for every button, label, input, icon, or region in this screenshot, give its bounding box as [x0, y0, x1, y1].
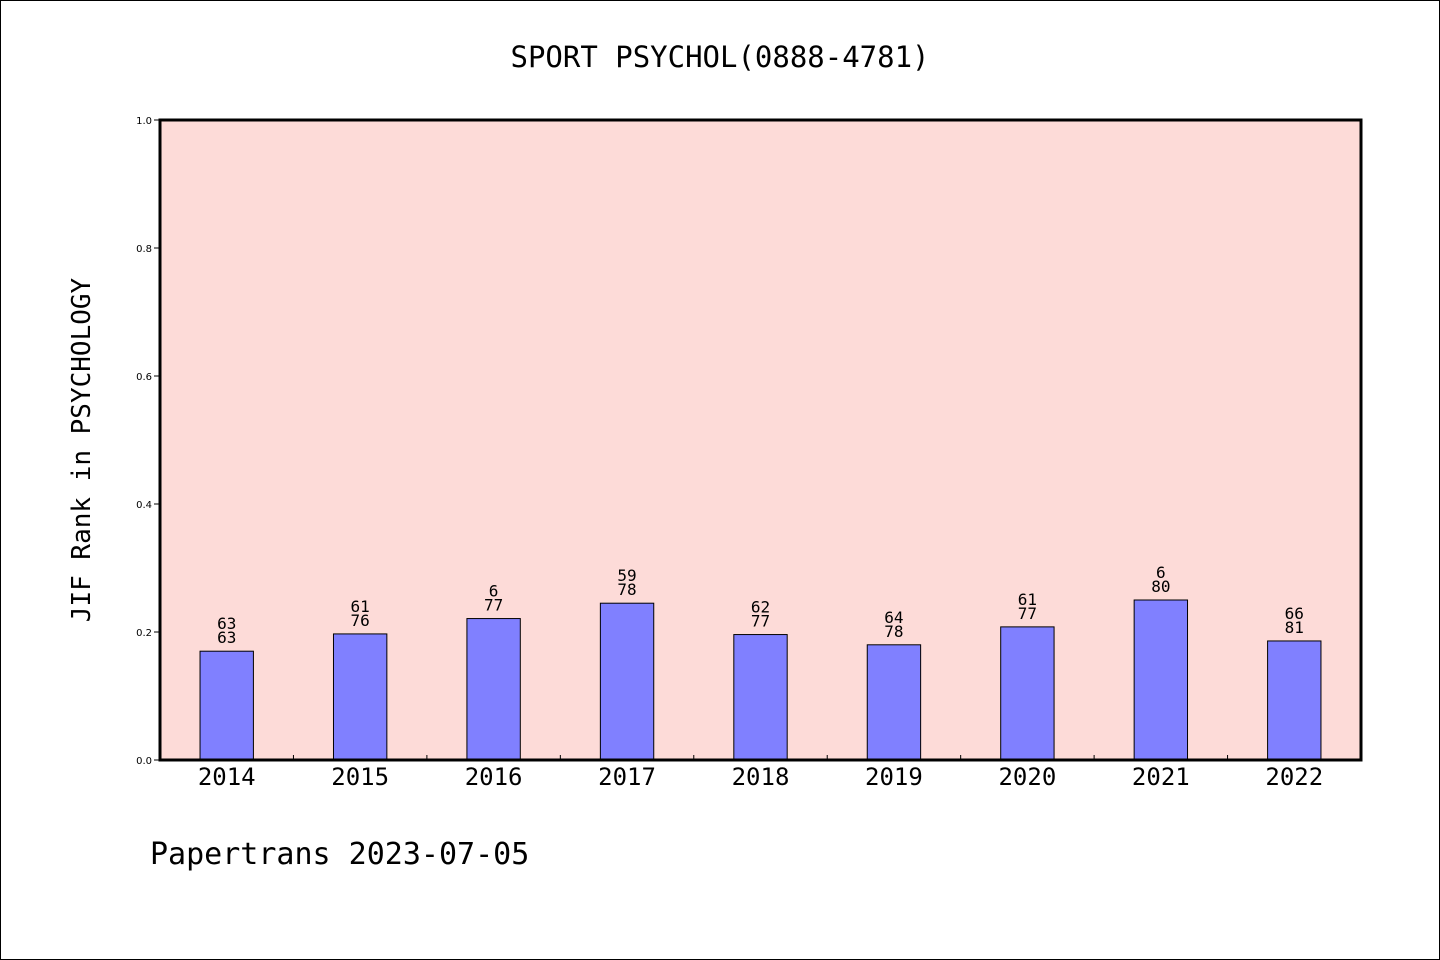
bar-label-bottom: 81	[1285, 618, 1304, 637]
y-tick-label: 1.0	[136, 116, 152, 127]
bar-label-top: 59	[617, 566, 636, 585]
bar-label-bottom: 80	[1151, 577, 1170, 596]
x-tick-label: 2017	[598, 763, 656, 791]
x-axis: 2014 2015 2016 2017 2018 2019 2020 2021 2022	[198, 755, 1323, 791]
bar-2020	[1000, 626, 1055, 761]
bar-label-top: 61	[1018, 590, 1037, 609]
bar-2015	[332, 633, 388, 761]
bar-2017	[599, 602, 655, 761]
bar-label-bottom: 77	[1018, 604, 1037, 623]
y-tick-label: 0.4	[136, 500, 152, 511]
bar-label-top: 64	[884, 608, 903, 627]
bar-label-bottom: 78	[884, 622, 903, 641]
bar-2018	[733, 634, 788, 761]
y-axis-label: JIF Rank in PSYCHOLOGY	[67, 277, 97, 622]
x-tick-label: 2015	[331, 763, 389, 791]
bar-label-top: 66	[1285, 604, 1304, 623]
y-tick-label: 0.8	[136, 244, 152, 255]
x-tick-label: 2022	[1265, 763, 1323, 791]
x-tick-label: 2020	[998, 763, 1056, 791]
bar-2016	[466, 618, 521, 761]
bar-2014	[199, 650, 254, 761]
y-tick-label: 0.0	[136, 756, 152, 767]
bar-2021	[1133, 599, 1189, 761]
x-tick-label: 2016	[465, 763, 523, 791]
bar-2019	[866, 644, 922, 761]
plot-frame	[158, 118, 1363, 762]
x-tick-label: 2021	[1132, 763, 1190, 791]
x-tick-label: 2019	[865, 763, 923, 791]
x-tick-label: 2014	[198, 763, 256, 791]
bar-label-top: 63	[217, 614, 236, 633]
y-tick-label: 0.6	[136, 372, 152, 383]
chart-title: SPORT PSYCHOL(0888-4781)	[510, 40, 929, 74]
bar-label-top: 6	[489, 582, 499, 601]
y-tick-label: 0.2	[136, 628, 152, 639]
bar-label-bottom: 76	[351, 611, 370, 630]
x-tick-label: 2018	[732, 763, 790, 791]
bar-label-top: 62	[751, 598, 770, 617]
bars-group	[199, 599, 1322, 761]
bar-label-top: 6	[1156, 563, 1166, 582]
bar-2022	[1267, 640, 1322, 761]
bar-label-bottom: 77	[751, 612, 770, 631]
bar-label-top: 61	[351, 597, 370, 616]
bar-label-bottom: 78	[617, 580, 636, 599]
bar-label-bottom: 77	[484, 596, 503, 615]
bar-label-bottom: 63	[217, 628, 236, 647]
footer-caption: Papertrans 2023-07-05	[150, 837, 529, 872]
